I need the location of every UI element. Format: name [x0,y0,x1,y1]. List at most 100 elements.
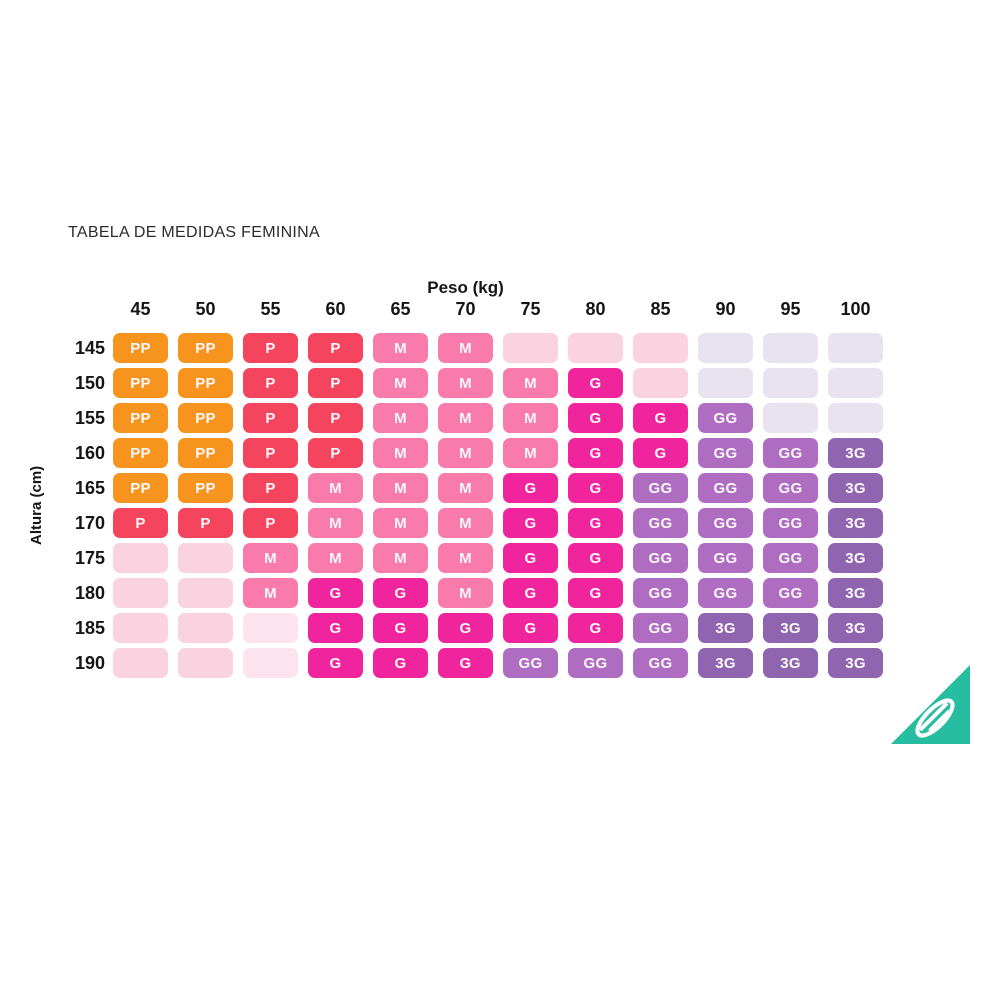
size-cell-180-90: GG [698,578,753,608]
size-cell-150-50: PP [178,368,233,398]
size-cell-170-60: M [308,508,363,538]
empty-cell-145-80 [568,333,623,363]
size-cell-160-100: 3G [828,438,883,468]
size-cell-165-50: PP [178,473,233,503]
empty-cell-155-95 [763,403,818,433]
empty-cell-190-45 [113,648,168,678]
size-cell-180-70: M [438,578,493,608]
size-cell-155-65: M [373,403,428,433]
empty-cell-175-50 [178,543,233,573]
size-cell-170-85: GG [633,508,688,538]
size-cell-170-55: P [243,508,298,538]
size-cell-170-65: M [373,508,428,538]
size-cell-160-70: M [438,438,493,468]
size-cell-160-80: G [568,438,623,468]
size-cell-165-95: GG [763,473,818,503]
size-cell-145-60: P [308,333,363,363]
size-cell-165-55: P [243,473,298,503]
row-label-190: 190 [74,653,105,673]
col-header-90: 90 [715,299,736,319]
size-cell-155-85: G [633,403,688,433]
size-cell-175-85: GG [633,543,688,573]
column-headers: 45 50 55 60 65 70 75 80 85 90 95 100 [113,299,883,320]
size-cell-190-75: GG [503,648,558,678]
size-cell-190-85: GG [633,648,688,678]
empty-cell-145-95 [763,333,818,363]
size-cell-170-80: G [568,508,623,538]
size-cell-150-70: M [438,368,493,398]
empty-cell-150-95 [763,368,818,398]
size-cell-190-80: GG [568,648,623,678]
empty-cell-145-85 [633,333,688,363]
size-cell-190-65: G [373,648,428,678]
size-cell-150-65: M [373,368,428,398]
size-cell-190-60: G [308,648,363,678]
size-cell-175-80: G [568,543,623,573]
size-cell-165-100: 3G [828,473,883,503]
col-header-95: 95 [780,299,801,319]
size-cell-165-75: G [503,473,558,503]
size-cell-165-90: GG [698,473,753,503]
size-cell-165-45: PP [113,473,168,503]
size-cell-185-70: G [438,613,493,643]
size-cell-185-90: 3G [698,613,753,643]
size-cell-175-100: 3G [828,543,883,573]
size-cell-180-75: G [503,578,558,608]
empty-cell-180-50 [178,578,233,608]
size-cell-175-70: M [438,543,493,573]
row-label-145: 145 [74,338,105,358]
empty-cell-190-50 [178,648,233,678]
size-cell-190-70: G [438,648,493,678]
row-label-175: 175 [74,548,105,568]
col-header-75: 75 [520,299,541,319]
x-axis-title: Peso (kg) [427,278,504,297]
size-cell-145-45: PP [113,333,168,363]
size-cell-160-95: GG [763,438,818,468]
size-cell-155-45: PP [113,403,168,433]
size-cell-155-70: M [438,403,493,433]
size-cell-185-85: GG [633,613,688,643]
size-cell-155-60: P [308,403,363,433]
size-cell-185-95: 3G [763,613,818,643]
row-label-180: 180 [74,583,105,603]
size-cell-155-90: GG [698,403,753,433]
col-header-70: 70 [455,299,476,319]
size-cell-165-80: G [568,473,623,503]
size-cell-160-65: M [373,438,428,468]
size-cell-160-90: GG [698,438,753,468]
size-cell-170-95: GG [763,508,818,538]
size-cell-185-80: G [568,613,623,643]
size-cell-165-85: GG [633,473,688,503]
col-header-50: 50 [195,299,216,319]
size-cell-170-45: P [113,508,168,538]
size-cell-175-55: M [243,543,298,573]
empty-cell-150-85 [633,368,688,398]
size-cell-165-60: M [308,473,363,503]
page-title: TABELA DE MEDIDAS FEMININA [68,224,320,241]
size-cell-150-45: PP [113,368,168,398]
row-label-155: 155 [74,408,105,428]
empty-cell-155-100 [828,403,883,433]
size-cell-185-65: G [373,613,428,643]
y-axis-title: Altura (cm) [28,465,45,545]
row-labels: 145 150 155 160 165 170 175 180 185 190 [50,333,105,678]
size-cell-165-65: M [373,473,428,503]
empty-cell-145-100 [828,333,883,363]
size-cell-190-95: 3G [763,648,818,678]
size-cell-180-55: M [243,578,298,608]
size-grid: PP PP P P M M PP PP P P M M M G PP PP P P M M M G G GG PP PP P P M M M… [113,333,883,678]
size-cell-145-55: P [243,333,298,363]
size-cell-170-70: M [438,508,493,538]
size-cell-155-80: G [568,403,623,433]
feather-triangle-logo [891,665,970,744]
size-cell-185-75: G [503,613,558,643]
size-cell-145-65: M [373,333,428,363]
row-label-170: 170 [74,513,105,533]
size-cell-150-80: G [568,368,623,398]
row-label-185: 185 [74,618,105,638]
size-cell-180-65: G [373,578,428,608]
size-cell-160-85: G [633,438,688,468]
size-cell-170-50: P [178,508,233,538]
size-cell-190-100: 3G [828,648,883,678]
size-cell-170-100: 3G [828,508,883,538]
